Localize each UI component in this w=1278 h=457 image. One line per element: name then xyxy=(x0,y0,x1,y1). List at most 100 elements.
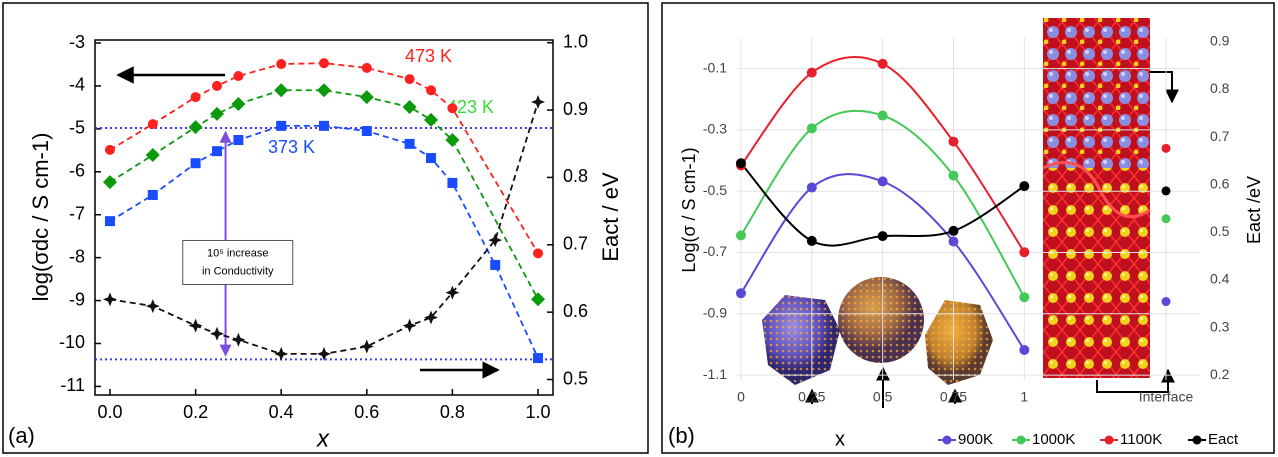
data-point xyxy=(735,230,746,241)
y2-tick-label: 0.3 xyxy=(1210,318,1230,334)
x-tick-label: 0 xyxy=(737,389,745,405)
panel-a-border xyxy=(2,2,649,454)
y-tick-label: -11 xyxy=(60,375,85,395)
data-point xyxy=(490,259,501,270)
y-tick-label: -1.1 xyxy=(703,366,727,382)
data-point xyxy=(445,285,460,300)
interface-lattice-top xyxy=(1043,18,1150,168)
y2-tick-label: 0.5 xyxy=(1210,223,1230,239)
y2-tick-label: 0.7 xyxy=(1210,128,1230,144)
x-tick-label: 0.25 xyxy=(798,389,825,405)
y2-axis-title: Eact /eV xyxy=(1244,176,1264,244)
data-point xyxy=(274,83,289,98)
data-point xyxy=(211,146,222,157)
legend-marker xyxy=(942,435,952,445)
data-point xyxy=(877,176,888,187)
data-point xyxy=(447,177,458,188)
data-point xyxy=(102,175,117,190)
data-point xyxy=(877,110,888,121)
data-point xyxy=(147,119,158,130)
data-point xyxy=(424,310,439,325)
data-point xyxy=(426,153,437,164)
data-point xyxy=(533,248,544,259)
data-point xyxy=(231,332,246,347)
y2-tick-label: 0.2 xyxy=(1210,366,1230,382)
data-point xyxy=(147,189,158,200)
x-axis-title: x xyxy=(835,428,845,450)
y-tick-label: -8 xyxy=(69,246,85,266)
data-point xyxy=(806,235,817,246)
panel-label: (a) xyxy=(8,423,35,448)
y-axis-title: log(σdc / S cm-1) xyxy=(28,133,53,302)
x-tick-label: 0.0 xyxy=(97,402,122,422)
data-point xyxy=(404,138,415,149)
y2-tick-label: 0.9 xyxy=(1210,33,1230,49)
data-point xyxy=(276,59,287,70)
series-label: 473 K xyxy=(405,46,452,66)
data-point xyxy=(274,346,289,361)
interface-lattice-bottom xyxy=(1043,168,1150,378)
data-point xyxy=(209,106,224,121)
y-tick-label: -0.3 xyxy=(703,121,727,137)
data-point xyxy=(104,144,115,155)
chart-panel: -1.1 -0.9 -0.7 -0.5 -0.3 -0.1 0.2 0.3 0.4 0.5 0.6 0… xyxy=(668,33,1264,451)
data-point xyxy=(533,353,544,364)
data-point xyxy=(948,136,959,147)
panel-b-decor xyxy=(762,18,1179,408)
series-label: 423 K xyxy=(447,97,494,117)
nanoparticle-medium xyxy=(838,277,924,363)
x-tick-label: 0.8 xyxy=(440,402,465,422)
x-tick-label: Interface xyxy=(1139,389,1194,405)
x-tick-label: 1 xyxy=(1020,389,1028,405)
data-point xyxy=(319,58,329,69)
data-point xyxy=(426,85,437,96)
y2-tick-label: 0.6 xyxy=(563,301,588,321)
data-point xyxy=(877,231,888,242)
panel-a-decor xyxy=(116,66,500,379)
chart-panel: -11 -10 -9 -8 -7 -6 -5 -4 -3 0.5 0.6 0.7 0.8 0.9 1.0 0.… xyxy=(8,31,623,452)
legend-marker xyxy=(1192,435,1202,445)
data-point xyxy=(424,112,439,127)
annotation-text: 10⁵ increase xyxy=(207,247,268,259)
series-line xyxy=(109,101,539,355)
y-tick-label: -0.5 xyxy=(703,182,727,198)
y-tick-label: -4 xyxy=(69,75,85,95)
interface-point xyxy=(1161,297,1171,307)
data-point xyxy=(188,120,203,135)
data-point xyxy=(806,123,817,134)
legend-label: 1100K xyxy=(1120,431,1162,448)
interface-point xyxy=(1161,214,1171,224)
x-tick-label: 1.0 xyxy=(526,402,551,422)
y2-tick-label: 0.4 xyxy=(1210,271,1230,287)
interface-boundary xyxy=(1042,160,1151,219)
data-point xyxy=(102,292,117,307)
panel-b-border xyxy=(661,2,1275,454)
series-label: 373 K xyxy=(268,137,315,157)
data-point xyxy=(447,103,458,114)
y2-tick-label: 1.0 xyxy=(563,31,588,51)
data-point xyxy=(276,120,287,131)
y2-axis-title: Eact / eV xyxy=(598,172,623,262)
data-point xyxy=(735,288,746,299)
data-point xyxy=(1019,344,1030,355)
data-point xyxy=(211,80,222,91)
y-tick-label: -0.9 xyxy=(703,305,727,321)
annotation-box xyxy=(182,239,294,285)
nanoparticle-large-x xyxy=(925,300,993,385)
x-axis-title: x xyxy=(316,425,330,452)
data-point xyxy=(1019,292,1030,303)
x-tick-label: 0.75 xyxy=(940,389,967,405)
y2-tick-label: 0.5 xyxy=(563,368,588,388)
y2-tick-label: 0.6 xyxy=(1210,175,1230,191)
data-point xyxy=(231,96,246,111)
data-point xyxy=(317,83,331,98)
interface-bracket xyxy=(1150,71,1179,104)
y2-tick-label: 0.9 xyxy=(563,99,588,119)
data-point xyxy=(531,94,546,109)
data-point xyxy=(317,346,331,361)
data-point xyxy=(104,216,115,227)
data-point xyxy=(948,225,959,236)
y-tick-label: -10 xyxy=(59,332,85,352)
nanoparticle-small xyxy=(762,295,840,385)
legend-label: Eact xyxy=(1208,431,1239,448)
